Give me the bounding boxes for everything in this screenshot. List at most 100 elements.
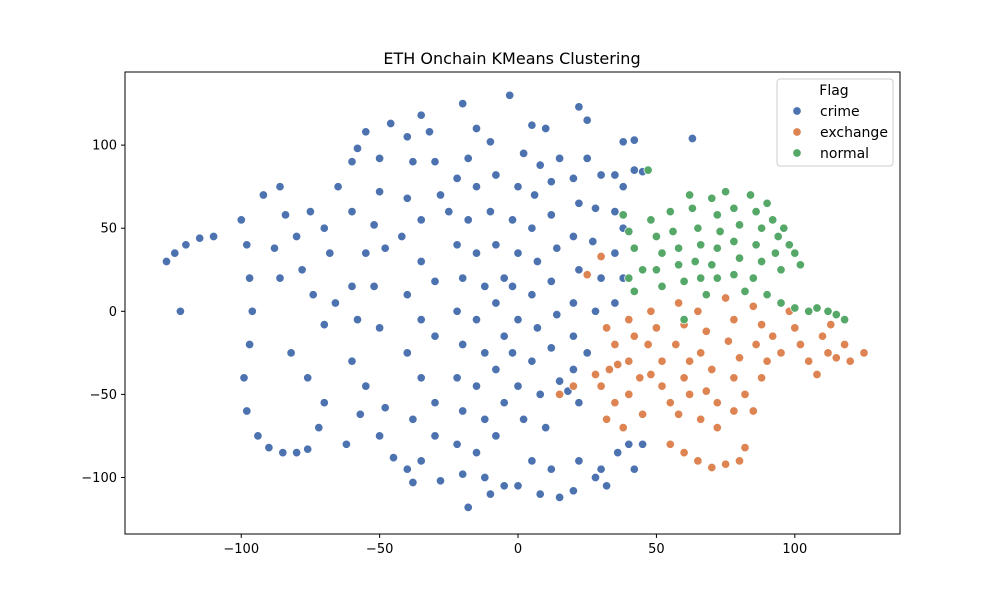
data-point-crime bbox=[170, 248, 180, 258]
data-point-exchange bbox=[555, 389, 565, 399]
data-point-crime bbox=[430, 431, 440, 441]
x-tick-label: 0 bbox=[514, 542, 522, 557]
data-point-exchange bbox=[613, 359, 623, 370]
data-point-crime bbox=[513, 248, 523, 258]
points-layer bbox=[161, 90, 869, 512]
data-point-crime bbox=[452, 373, 462, 383]
data-point-normal bbox=[685, 190, 695, 200]
data-point-crime bbox=[527, 223, 537, 233]
data-point-normal bbox=[674, 260, 684, 270]
data-point-exchange bbox=[707, 462, 717, 473]
data-point-crime bbox=[369, 220, 379, 230]
data-point-crime bbox=[408, 477, 418, 488]
data-point-normal bbox=[757, 223, 767, 233]
legend: Flag crime exchange normal bbox=[776, 78, 894, 167]
data-point-crime bbox=[574, 265, 584, 275]
data-point-crime bbox=[444, 207, 454, 217]
data-point-exchange bbox=[657, 356, 667, 366]
data-point-crime bbox=[361, 127, 371, 137]
data-point-crime bbox=[638, 439, 648, 449]
data-point-normal bbox=[740, 286, 750, 296]
data-point-crime bbox=[574, 456, 584, 466]
data-point-exchange bbox=[679, 448, 689, 458]
data-point-crime bbox=[519, 148, 529, 158]
data-point-exchange bbox=[729, 315, 739, 325]
data-point-crime bbox=[245, 339, 255, 350]
data-point-crime bbox=[471, 182, 482, 192]
data-point-crime bbox=[314, 423, 324, 433]
data-point-crime bbox=[458, 339, 468, 350]
data-point-normal bbox=[657, 248, 667, 258]
data-point-crime bbox=[629, 464, 639, 474]
data-point-crime bbox=[175, 306, 185, 316]
data-point-crime bbox=[471, 123, 482, 134]
data-point-crime bbox=[347, 207, 357, 217]
data-point-normal bbox=[646, 215, 656, 225]
data-point-crime bbox=[308, 290, 318, 300]
data-point-crime bbox=[588, 236, 598, 247]
data-point-exchange bbox=[817, 331, 828, 341]
data-point-crime bbox=[546, 276, 556, 286]
data-point-exchange bbox=[696, 348, 706, 358]
data-point-normal bbox=[696, 273, 706, 283]
data-point-crime bbox=[582, 348, 592, 358]
data-point-exchange bbox=[604, 364, 614, 375]
data-point-crime bbox=[341, 439, 351, 449]
data-point-normal bbox=[773, 231, 783, 242]
data-point-crime bbox=[458, 406, 468, 416]
data-point-normal bbox=[812, 303, 822, 313]
data-point-crime bbox=[452, 306, 462, 316]
data-point-crime bbox=[303, 373, 313, 383]
data-point-crime bbox=[485, 489, 495, 499]
data-point-normal bbox=[757, 256, 767, 267]
data-point-exchange bbox=[757, 320, 767, 330]
data-point-normal bbox=[776, 265, 786, 275]
data-point-crime bbox=[541, 123, 551, 134]
data-point-crime bbox=[297, 265, 307, 275]
data-point-crime bbox=[319, 223, 329, 233]
data-point-normal bbox=[768, 215, 778, 225]
legend-marker-normal bbox=[792, 148, 802, 158]
data-point-normal bbox=[643, 165, 653, 175]
data-point-crime bbox=[458, 99, 468, 109]
data-point-crime bbox=[568, 364, 578, 375]
data-point-crime bbox=[352, 315, 363, 325]
data-point-crime bbox=[471, 248, 482, 258]
data-point-normal bbox=[770, 248, 780, 258]
plot-frame bbox=[124, 71, 901, 535]
data-point-crime bbox=[275, 182, 285, 192]
data-point-normal bbox=[784, 240, 794, 250]
data-point-crime bbox=[618, 182, 628, 192]
data-point-normal bbox=[701, 290, 711, 300]
data-point-crime bbox=[269, 243, 280, 253]
data-point-crime bbox=[499, 481, 509, 491]
data-point-crime bbox=[629, 165, 639, 175]
data-point-normal bbox=[795, 260, 805, 270]
data-point-normal bbox=[734, 220, 745, 230]
data-point-normal bbox=[668, 226, 678, 237]
data-point-exchange bbox=[734, 353, 745, 363]
data-point-crime bbox=[402, 290, 412, 300]
data-point-crime bbox=[499, 331, 509, 341]
data-point-exchange bbox=[610, 339, 620, 350]
data-point-crime bbox=[275, 273, 285, 283]
data-point-crime bbox=[452, 240, 462, 250]
data-point-crime bbox=[574, 198, 584, 208]
data-point-crime bbox=[546, 343, 556, 353]
data-point-normal bbox=[629, 286, 639, 296]
data-point-normal bbox=[687, 203, 697, 213]
data-point-normal bbox=[734, 253, 745, 263]
data-point-crime bbox=[463, 502, 473, 512]
legend-marker-exchange bbox=[792, 127, 802, 137]
data-point-crime bbox=[535, 389, 545, 399]
data-point-normal bbox=[831, 310, 841, 320]
data-point-crime bbox=[242, 240, 252, 250]
data-point-crime bbox=[333, 182, 343, 192]
data-point-exchange bbox=[701, 386, 711, 396]
data-point-crime bbox=[513, 381, 523, 391]
data-point-crime bbox=[292, 448, 302, 458]
data-point-normal bbox=[712, 243, 722, 253]
data-point-exchange bbox=[674, 409, 684, 419]
data-point-normal bbox=[721, 187, 731, 197]
x-axis: −100 −50 0 50 100 bbox=[223, 534, 807, 557]
